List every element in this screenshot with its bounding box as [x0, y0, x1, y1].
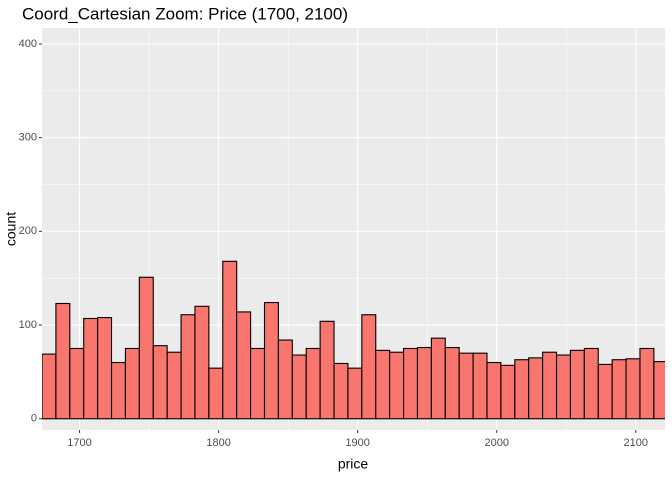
bar [55, 302, 71, 420]
bar [639, 347, 655, 420]
y-tick-label: 0 [31, 413, 37, 425]
bar [528, 357, 544, 420]
bar [514, 359, 530, 420]
bars [42, 260, 665, 420]
bar [569, 349, 585, 420]
bar [277, 339, 293, 420]
bar [555, 354, 571, 420]
bar [333, 362, 349, 420]
x-tick-label: 1700 [67, 437, 91, 449]
bar [208, 367, 224, 420]
bar [110, 361, 126, 420]
bar [222, 260, 238, 420]
bar [83, 317, 99, 420]
bar [486, 361, 502, 420]
bar [138, 276, 154, 420]
bar [319, 320, 335, 420]
bar [194, 305, 210, 420]
bar [152, 345, 168, 420]
chart-title: Coord_Cartesian Zoom: Price (1700, 2100) [22, 4, 348, 23]
bar [611, 359, 627, 420]
bar [472, 352, 488, 420]
x-tick-label: 1900 [345, 437, 369, 449]
bar [597, 363, 613, 420]
bar [444, 346, 460, 420]
bar [69, 347, 85, 420]
bar [42, 353, 57, 420]
bar [347, 367, 363, 420]
bar [375, 349, 391, 420]
bar [250, 347, 266, 420]
x-tick-label: 1800 [206, 437, 230, 449]
bar [542, 351, 558, 420]
x-tick-label: 2100 [624, 437, 648, 449]
bar [389, 351, 405, 420]
bar [500, 364, 516, 420]
bar [305, 347, 321, 420]
x-axis-title: price [338, 456, 369, 472]
bar [625, 358, 641, 420]
y-axis-title: count [3, 212, 19, 246]
bar [124, 347, 140, 420]
y-tick-label: 300 [19, 132, 37, 144]
bar [263, 302, 279, 420]
x-tick-label: 2000 [484, 437, 508, 449]
bar [180, 314, 196, 420]
bar [291, 354, 307, 420]
y-tick-label: 100 [19, 319, 37, 331]
bar [166, 351, 182, 420]
bar [236, 311, 252, 420]
bar [430, 337, 446, 420]
y-tick-label: 400 [19, 38, 37, 50]
bar [97, 317, 113, 420]
bar [403, 347, 419, 420]
bar [416, 346, 432, 420]
bar [458, 352, 474, 420]
bar [653, 361, 665, 420]
y-tick-label: 200 [19, 225, 37, 237]
bar [361, 314, 377, 420]
bar [583, 347, 599, 420]
labels: 0 100 200 300 400 1700 1800 1900 2000 2100 [19, 38, 648, 449]
